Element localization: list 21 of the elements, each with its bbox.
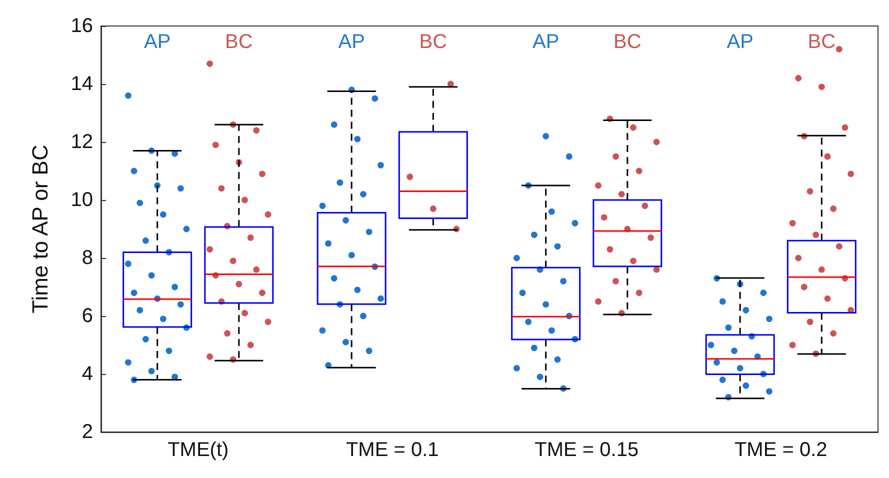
y-tick-label: 14 bbox=[70, 73, 93, 95]
text: AP bbox=[144, 31, 171, 53]
y-tick-label: 4 bbox=[82, 363, 93, 385]
text: BC bbox=[419, 31, 448, 53]
text: AP bbox=[726, 31, 754, 53]
x-tick-label: TME = 0.1 bbox=[346, 439, 439, 461]
y-tick-label: 8 bbox=[82, 247, 93, 269]
y-tick-label: 10 bbox=[70, 189, 93, 211]
text: BC bbox=[614, 31, 642, 53]
series-label: BC bbox=[808, 31, 836, 53]
x-tick-label: TME = 0.2 bbox=[734, 439, 828, 461]
text: AP bbox=[532, 31, 560, 53]
text: BC bbox=[225, 31, 253, 53]
y-tick-label: 12 bbox=[70, 131, 93, 153]
x-tick-label: TME(t) bbox=[168, 439, 229, 461]
y-axis-title: Time to AP or BC bbox=[28, 144, 52, 314]
y-tick-label: 6 bbox=[82, 305, 93, 327]
series-label: AP bbox=[338, 31, 365, 53]
y-tick-label: 16 bbox=[70, 15, 93, 37]
y-tick-label: 2 bbox=[82, 421, 93, 443]
x-tick-label: TME = 0.15 bbox=[534, 439, 639, 461]
